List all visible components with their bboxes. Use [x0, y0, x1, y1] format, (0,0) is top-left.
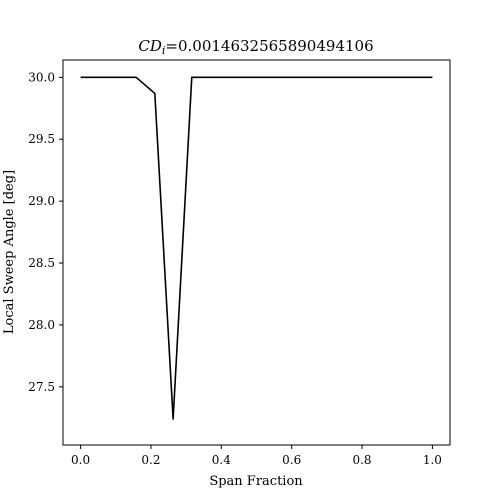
- x-tick-label: 0.0: [71, 453, 90, 467]
- y-tick-label: 30.0: [28, 70, 55, 84]
- chart-title: CDi=0.0014632565890494106: [138, 37, 373, 57]
- x-tick-label: 0.8: [352, 453, 371, 467]
- x-tick-label: 0.4: [212, 453, 231, 467]
- series-line-0: [80, 76, 433, 420]
- y-tick-label: 29.5: [28, 132, 55, 146]
- title-symbol: CD: [138, 37, 162, 55]
- y-tick-label: 28.0: [28, 318, 55, 332]
- x-axis: 0.0 0.2 0.4 0.6 0.8 1.0: [71, 445, 442, 467]
- y-tick-label: 27.5: [28, 380, 55, 394]
- series-layer: [80, 76, 433, 420]
- title-value: =0.0014632565890494106: [165, 37, 373, 55]
- title-subscript: i: [162, 44, 166, 57]
- x-tick-label: 1.0: [423, 453, 442, 467]
- plot-area-frame: [62, 59, 451, 446]
- y-tick-label: 29.0: [28, 194, 55, 208]
- x-axis-label: Span Fraction: [209, 474, 303, 489]
- x-tick-label: 0.6: [282, 453, 301, 467]
- y-axis: 27.5 28.0 28.5 29.0 29.5 30.0: [28, 70, 63, 394]
- x-tick-label: 0.2: [141, 453, 160, 467]
- y-tick-label: 28.5: [28, 256, 55, 270]
- y-axis-label: Local Sweep Angle [deg]: [2, 170, 17, 334]
